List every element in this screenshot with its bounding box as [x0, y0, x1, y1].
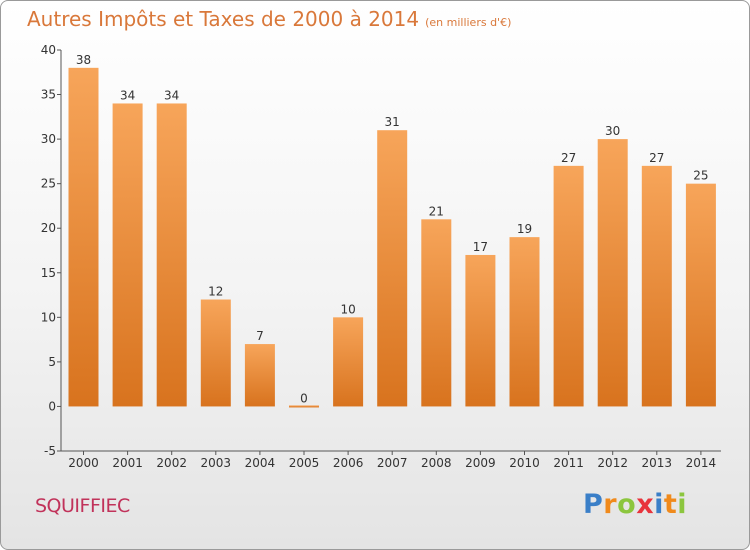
y-tick-label: 20 — [41, 221, 56, 235]
data-label-2011: 27 — [561, 151, 576, 165]
data-label-2007: 31 — [385, 115, 400, 129]
y-tick-label: 30 — [41, 132, 56, 146]
axes: -5 0 5 10 15 20 25 30 35 40 2000 2001 2002 2003 2004 20… — [41, 43, 721, 470]
data-label-2012: 30 — [605, 124, 620, 138]
x-tick-label: 2006 — [333, 456, 364, 470]
y-tick-label: 15 — [41, 266, 56, 280]
unit-note: (en milliers d'€) — [425, 16, 512, 29]
bar-2011 — [553, 165, 584, 407]
bar-2014 — [685, 183, 716, 407]
logo-letter: i — [654, 489, 664, 520]
data-label-2004: 7 — [256, 329, 264, 343]
x-tick-label: 2008 — [421, 456, 452, 470]
logo-letter: P — [583, 489, 604, 520]
x-tick-label: 2007 — [377, 456, 408, 470]
x-tick-label: 2010 — [509, 456, 540, 470]
logo-letter: r — [603, 489, 618, 520]
bar-2005 — [289, 405, 319, 408]
bar-2007 — [377, 130, 408, 407]
logo-letter: t — [663, 489, 678, 520]
commune-name: SQUIFFIEC — [35, 495, 130, 517]
logo-letter: x — [636, 489, 655, 520]
data-label-2013: 27 — [649, 151, 664, 165]
y-tick-label: -5 — [44, 444, 56, 458]
x-tick-label: 2000 — [68, 456, 99, 470]
x-tick-label: 2004 — [245, 456, 276, 470]
data-label-2003: 12 — [208, 285, 223, 299]
data-label-2000: 38 — [76, 53, 91, 67]
data-label-2006: 10 — [340, 302, 355, 316]
y-tick-label: 35 — [41, 88, 56, 102]
data-label-2008: 21 — [429, 204, 444, 218]
bar-2012 — [597, 139, 628, 407]
bar-2004 — [244, 344, 275, 407]
y-tick-label: 40 — [41, 43, 56, 57]
data-label-2014: 25 — [693, 169, 708, 183]
bar-2002 — [156, 103, 187, 407]
bar-2003 — [200, 299, 231, 407]
x-tick-label: 2009 — [465, 456, 496, 470]
data-label-2005: 0 — [300, 391, 308, 405]
proxiti-logo: Proxiti — [583, 489, 687, 520]
bar-2000 — [68, 67, 99, 407]
bar-2001 — [112, 103, 143, 407]
bar-2006 — [333, 317, 364, 407]
chart-title: Autres Impôts et Taxes de 2000 à 2014 (en… — [27, 7, 511, 31]
title-text: Autres Impôts et Taxes de 2000 à 2014 — [27, 7, 420, 31]
x-tick-label: 2005 — [289, 456, 320, 470]
data-label-2010: 19 — [517, 222, 532, 236]
bar-2010 — [509, 237, 540, 407]
y-tick-label: 5 — [48, 355, 56, 369]
y-tick-label: 25 — [41, 177, 56, 191]
x-tick-label: 2002 — [156, 456, 187, 470]
y-tick-label: 10 — [41, 310, 56, 324]
x-tick-label: 2013 — [642, 456, 673, 470]
bar-2013 — [641, 165, 672, 407]
data-labels: 38 34 34 12 7 0 10 31 21 17 19 27 30 27 25 — [76, 53, 709, 406]
x-tick-label: 2001 — [112, 456, 143, 470]
data-label-2009: 17 — [473, 240, 488, 254]
bars — [68, 67, 716, 408]
logo-letter: o — [617, 489, 637, 520]
data-label-2002: 34 — [164, 88, 179, 102]
bar-2008 — [421, 219, 452, 407]
x-tick-label: 2003 — [201, 456, 232, 470]
x-tick-label: 2012 — [597, 456, 628, 470]
x-tick-label: 2011 — [553, 456, 584, 470]
logo-letter: i — [677, 489, 688, 520]
data-label-2001: 34 — [120, 88, 135, 102]
bar-2009 — [465, 254, 496, 407]
x-tick-label: 2014 — [686, 456, 717, 470]
y-tick-label: 0 — [48, 399, 56, 413]
